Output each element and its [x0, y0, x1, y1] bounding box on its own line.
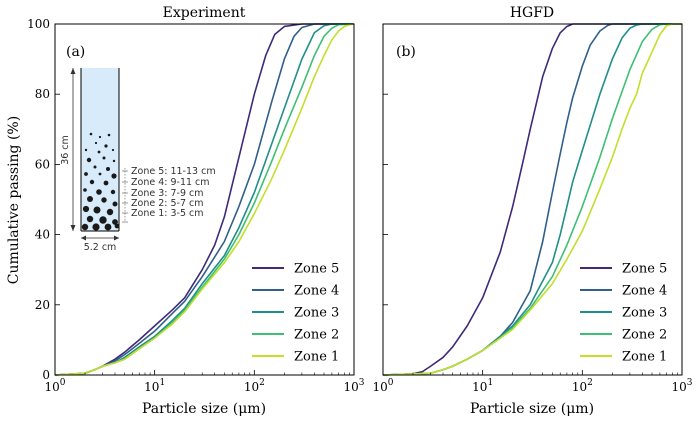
- particle: [107, 133, 111, 137]
- legend-label-zone-3: Zone 3: [622, 306, 667, 321]
- particle: [89, 132, 93, 136]
- sediment-particles: [81, 132, 120, 231]
- particle: [86, 215, 94, 223]
- x-tick-label: 101: [144, 378, 165, 394]
- legend-label-zone-4: Zone 4: [294, 284, 339, 299]
- particle: [98, 172, 102, 176]
- particle: [94, 141, 98, 145]
- legend-label-zone-2: Zone 2: [294, 328, 339, 343]
- particle: [89, 179, 95, 185]
- plot-area-experiment: [54, 23, 355, 376]
- particle: [92, 223, 100, 231]
- legend-label-zone-5: Zone 5: [622, 262, 667, 277]
- x-tick-label: 102: [572, 378, 593, 394]
- particle: [103, 180, 109, 186]
- particle: [81, 223, 89, 231]
- particle: [98, 135, 102, 139]
- y-tick-label: 80: [35, 87, 50, 101]
- legend-label-zone-3: Zone 3: [294, 306, 339, 321]
- legend-label-zone-4: Zone 4: [622, 284, 667, 299]
- y-tick-label: 100: [27, 17, 50, 31]
- legend-label-zone-5: Zone 5: [294, 262, 339, 277]
- particle: [102, 156, 106, 160]
- particle: [101, 197, 107, 203]
- x-tick-label: 100: [44, 378, 65, 394]
- legend-label-zone-1: Zone 1: [622, 350, 667, 365]
- zone-label: Zone 4: 9-11 cm: [131, 177, 210, 188]
- zone-label: Zone 3: 7-9 cm: [131, 188, 203, 199]
- legend-label-zone-2: Zone 2: [622, 328, 667, 343]
- particle: [99, 216, 107, 224]
- panel-label-b: (b): [396, 44, 416, 60]
- legend-label-zone-1: Zone 1: [294, 350, 339, 365]
- particle: [86, 157, 92, 163]
- particle: [104, 144, 108, 148]
- zone-label: Zone 2: 5-7 cm: [131, 198, 203, 209]
- height-arrow-top: [70, 68, 76, 74]
- panel-title-hgfd: HGFD: [510, 5, 554, 21]
- x-tick-label: 103: [671, 378, 692, 394]
- y-axis-title: Cumulative passing (%): [6, 116, 22, 284]
- particle: [110, 189, 116, 195]
- width-arrow-right: [114, 235, 119, 241]
- series-line-zone-5: [382, 23, 682, 376]
- particle: [84, 172, 88, 176]
- y-tick-label: 40: [35, 228, 50, 242]
- y-tick-label: 20: [35, 298, 50, 312]
- particle: [82, 205, 90, 213]
- axes-frame-experiment: [54, 23, 355, 376]
- series-line-zone-2: [382, 23, 682, 376]
- particle: [112, 201, 118, 207]
- particle: [93, 206, 101, 214]
- particle: [111, 173, 117, 179]
- x-axis-title-experiment: Particle size (μm): [142, 401, 266, 417]
- ticks-experiment: 100 101 102 103 0 20 40 60 80 100: [27, 17, 365, 394]
- particle: [97, 150, 101, 154]
- particle: [84, 148, 88, 152]
- particle: [96, 189, 102, 195]
- x-tick-label: 103: [343, 378, 364, 394]
- particle: [87, 196, 93, 202]
- height-label: 36 cm: [60, 135, 71, 165]
- legend-experiment: Zone 5 Zone 4 Zone 3 Zone 2 Zone 1: [252, 262, 339, 365]
- panel-title-experiment: Experiment: [163, 5, 246, 21]
- plot-area-hgfd: [382, 23, 682, 376]
- panel-label-a: (a): [66, 44, 85, 60]
- width-label: 5.2 cm: [84, 242, 117, 253]
- width-arrow-left: [81, 235, 86, 241]
- particle: [93, 165, 97, 169]
- series-line-zone-1: [382, 23, 682, 376]
- legend-hgfd: Zone 5 Zone 4 Zone 3 Zone 2 Zone 1: [580, 262, 667, 365]
- particle: [83, 188, 87, 192]
- particle: [106, 167, 110, 171]
- particle: [112, 159, 116, 163]
- zone-label: Zone 5: 11-13 cm: [131, 166, 216, 177]
- x-tick-label: 101: [472, 378, 493, 394]
- ticks-hgfd: 100 101 102 103: [372, 23, 693, 394]
- particle: [112, 219, 118, 225]
- x-tick-label: 100: [372, 378, 393, 394]
- particle: [111, 148, 115, 152]
- y-tick-label: 0: [42, 368, 50, 382]
- x-tick-label: 102: [244, 378, 265, 394]
- zone-label: Zone 1: 3-5 cm: [131, 208, 203, 219]
- particle: [114, 223, 120, 229]
- series-line-zone-1: [54, 23, 355, 376]
- series-line-zone-4: [382, 23, 682, 376]
- series-line-zone-3: [382, 23, 682, 376]
- x-axis-title-hgfd: Particle size (μm): [470, 401, 594, 417]
- height-arrow-bottom: [70, 225, 76, 231]
- particle: [106, 208, 114, 216]
- panel-experiment: Experiment (a) 100 101 102 103 0 20 40 60 80100 …: [27, 5, 365, 394]
- panel-hgfd: HGFD (b) 100 101 102 103 Zone 5 Zone 4 Zone 3…: [372, 5, 692, 394]
- y-tick-label: 60: [35, 157, 50, 171]
- particle: [104, 223, 112, 231]
- axes-frame-hgfd: [382, 23, 683, 376]
